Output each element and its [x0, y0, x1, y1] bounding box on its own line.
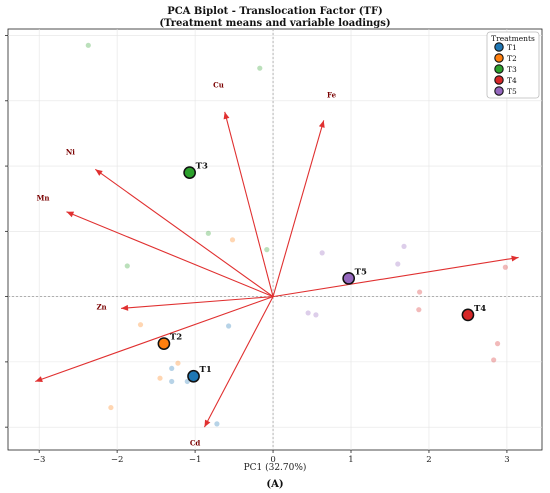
observation-point-t4: [417, 289, 423, 295]
treatment-mean-t5: [342, 271, 356, 285]
figure-caption: (A): [266, 479, 283, 490]
observation-point-t2: [108, 404, 114, 411]
legend-label-t3: T3: [507, 65, 517, 74]
treatment-means: T1 T2 T3 T4 T5: [157, 162, 486, 383]
observation-point-t5: [395, 261, 401, 267]
observation-points: [85, 42, 508, 427]
observation-point-t2: [175, 360, 181, 366]
loading-arrowhead-cu: [223, 111, 230, 120]
loading-arrowhead-ni: [95, 169, 103, 176]
observation-point-t5: [305, 310, 311, 316]
loading-label-zn: Zn: [96, 303, 106, 312]
treatment-mean-label-t3: T3: [196, 162, 208, 172]
legend-title: Treatments: [491, 34, 535, 43]
legend-label-t5: T5: [507, 87, 517, 96]
loading-arrow-cd: [203, 296, 274, 428]
chart-subtitle: (Treatment means and variable loadings): [159, 18, 390, 29]
observation-point-t1: [169, 365, 175, 372]
treatment-mean-label-t2: T2: [170, 333, 182, 343]
x-tick-label: −3: [33, 455, 46, 465]
treatment-mean-t4: [461, 308, 475, 322]
observation-point-t1: [214, 421, 220, 427]
observation-point-t1: [169, 378, 175, 385]
loading-label-cd: Cd: [190, 438, 201, 447]
observation-point-t5: [319, 250, 325, 256]
legend-label-t1: T1: [507, 43, 517, 52]
chart-title: PCA Biplot - Translocation Factor (TF): [167, 6, 383, 17]
observation-point-t1: [226, 323, 232, 329]
observation-point-t2: [157, 375, 163, 381]
x-tick-label: −1: [189, 455, 202, 465]
grid: [8, 29, 542, 450]
loading-arrowhead-fe: [318, 120, 325, 128]
loading-arrowhead-cd: [204, 419, 211, 428]
loading-arrow-ni: [94, 168, 274, 298]
x-tick-label: −2: [111, 455, 124, 465]
x-tick-label: 2: [426, 455, 431, 465]
x-axis-label: PC1 (32.70%): [244, 462, 307, 473]
observation-point-t4: [491, 357, 497, 363]
legend-marker-t3: [494, 64, 504, 74]
legend-entries: T1 T2 T3 T4 T5: [494, 42, 517, 96]
loading-arrow-cu: [224, 111, 274, 297]
y-axis-ticks: [5, 35, 8, 428]
x-tick-label: 1: [348, 455, 353, 465]
legend: Treatments T1 T2 T3 T4 T5: [486, 31, 540, 99]
legend-label-t2: T2: [507, 54, 517, 63]
treatment-mean-t3: [183, 166, 196, 179]
observation-point-t3: [205, 230, 211, 236]
origin-lines: [8, 29, 542, 450]
observation-point-t3: [257, 65, 263, 71]
legend-marker-t4: [494, 75, 504, 85]
observation-point-t2: [229, 237, 236, 243]
observation-point-t5: [313, 312, 319, 318]
treatment-mean-label-t1: T1: [200, 365, 212, 375]
x-tick-label: 0: [270, 455, 275, 465]
loading-label-ni: Ni: [66, 147, 75, 156]
legend-label-t4: T4: [507, 76, 517, 85]
legend-marker-t1: [494, 42, 504, 52]
loading-arrows: Cu Fe Ni Mn Zn Cd: [35, 81, 519, 447]
loading-label-cu: Cu: [213, 81, 224, 90]
observation-point-t2: [137, 322, 144, 328]
loading-label-fe: Fe: [327, 91, 337, 100]
loading-arrowhead-zn: [121, 304, 129, 311]
loading-arrow-fe: [272, 120, 325, 297]
treatment-mean-t2: [157, 337, 171, 350]
loading-arrow-zn: [120, 296, 274, 309]
plot-frame: [7, 28, 543, 451]
observation-point-t3: [124, 263, 130, 269]
loading-arrow-pb: [272, 256, 519, 298]
treatment-mean-t1: [187, 369, 200, 383]
loading-arrowhead-mn: [66, 211, 75, 218]
loading-arrow-mn: [66, 211, 274, 298]
observation-point-t3: [85, 42, 91, 48]
legend-marker-t5: [494, 86, 504, 96]
x-tick-label: 3: [504, 455, 509, 465]
treatment-mean-label-t4: T4: [474, 304, 486, 314]
legend-marker-t2: [494, 53, 504, 63]
observation-point-t4: [416, 307, 422, 313]
loading-label-mn: Mn: [37, 194, 50, 203]
x-axis-ticks: −3 −2 −1 0 1 2 3: [33, 450, 510, 465]
loading-arrow-as: [35, 296, 274, 382]
loading-arrowhead-pb: [511, 255, 519, 262]
observation-point-t5: [401, 243, 407, 249]
loading-arrowhead-as: [35, 376, 43, 382]
observation-point-t3: [264, 247, 270, 253]
observation-point-t4: [494, 341, 501, 347]
observation-point-t4: [502, 264, 508, 270]
treatment-mean-label-t5: T5: [355, 267, 367, 277]
